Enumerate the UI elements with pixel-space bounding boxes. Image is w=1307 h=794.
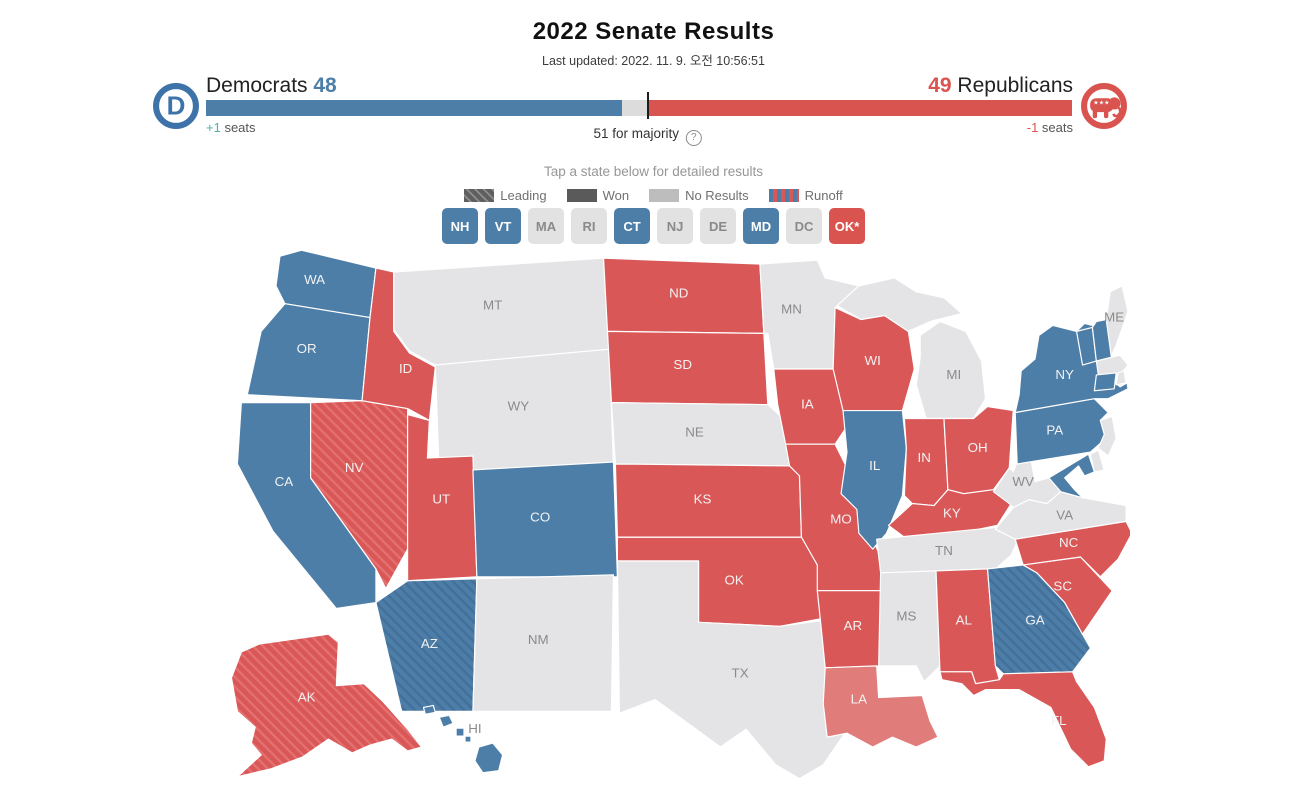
small-state-box-MD[interactable]: MD	[743, 208, 779, 244]
help-icon[interactable]: ?	[685, 130, 702, 146]
state-TX[interactable]	[616, 560, 880, 780]
dem-change-value: +1	[206, 120, 221, 135]
state-HI-island[interactable]	[422, 704, 436, 715]
legend-label: Runoff	[804, 188, 843, 203]
democrats-seat-count: 48	[313, 74, 337, 97]
small-state-box-RI[interactable]: RI	[571, 208, 607, 244]
legend-swatch-icon	[566, 189, 597, 202]
state-HI-island[interactable]	[464, 735, 472, 743]
state-HI-island[interactable]	[438, 714, 454, 728]
last-updated: Last updated: 2022. 11. 9. 오전 10:56:51	[542, 54, 765, 68]
small-state-box-VT[interactable]: VT	[485, 208, 521, 244]
state-DE[interactable]	[1089, 449, 1105, 473]
rep-bar-fill	[647, 100, 1072, 116]
state-MT[interactable]	[393, 257, 611, 366]
state-RI[interactable]	[1115, 370, 1127, 386]
state-OR[interactable]	[246, 303, 371, 402]
state-HI[interactable]	[474, 742, 504, 774]
state-MI-upper[interactable]	[836, 277, 963, 332]
small-state-box-OK[interactable]: OK*	[829, 208, 865, 244]
seat-bar: D Democrats 48 49 Republicans +1 seats -…	[150, 74, 1135, 148]
small-state-boxes: NH VT MA RI CT NJ DE MD DC OK*	[0, 208, 1307, 244]
state-AK[interactable]	[230, 633, 423, 778]
seat-progress-bar	[206, 100, 1072, 116]
democrats-logo-icon: D	[153, 83, 199, 129]
state-NE[interactable]	[610, 402, 795, 467]
state-CT[interactable]	[1093, 372, 1117, 392]
legend-swatch-icon	[649, 189, 680, 202]
small-state-box-CT[interactable]: CT	[614, 208, 650, 244]
state-MA[interactable]	[1095, 354, 1129, 376]
legend-swatch-icon	[768, 189, 799, 202]
state-AZ[interactable]	[375, 578, 478, 712]
rep-change-suffix: seats	[1038, 120, 1073, 135]
legend-label: Leading	[500, 188, 547, 203]
legend-item: Won	[566, 188, 630, 203]
majority-label-wrap: 51 for majority ?	[594, 126, 702, 146]
majority-label: 51 for majority	[593, 126, 680, 141]
state-ME[interactable]	[1105, 285, 1129, 357]
state-MI[interactable]	[915, 320, 987, 420]
dem-change-suffix: seats	[220, 120, 256, 135]
republicans-logo-stars: ★★★	[1093, 99, 1109, 106]
majority-tick	[646, 92, 649, 119]
republicans-logo-icon: ★★★	[1081, 83, 1127, 129]
small-state-box-NH[interactable]: NH	[442, 208, 478, 244]
republicans-seat-count: 49	[928, 74, 952, 97]
republicans-label: 49 Republicans	[928, 74, 1073, 98]
small-state-box-MA[interactable]: MA	[528, 208, 564, 244]
small-state-box-DE[interactable]: DE	[700, 208, 736, 244]
state-LA[interactable]	[822, 665, 939, 748]
legend-swatch-icon	[464, 189, 495, 202]
dem-change: +1 seats	[206, 120, 256, 135]
page-title: 2022 Senate Results	[532, 18, 775, 45]
state-KS[interactable]	[614, 463, 803, 538]
state-MS[interactable]	[878, 570, 941, 683]
map-hint: Tap a state below for detailed results	[543, 164, 764, 179]
state-CO[interactable]	[472, 461, 618, 578]
state-ND[interactable]	[602, 257, 765, 334]
undecided-bar-fill	[621, 100, 648, 116]
republicans-name: Republicans	[957, 74, 1073, 97]
legend-item: Runoff	[768, 188, 843, 203]
legend-item: Leading	[464, 188, 547, 203]
state-IN[interactable]	[903, 417, 949, 507]
small-state-box-DC[interactable]: DC	[786, 208, 822, 244]
state-FL[interactable]	[939, 671, 1107, 768]
state-label-HI: HI	[468, 721, 481, 736]
small-state-box-NJ[interactable]: NJ	[657, 208, 693, 244]
rep-change: -1 seats	[1027, 120, 1073, 135]
democrats-name: Democrats	[206, 74, 308, 97]
state-HI-island[interactable]	[455, 727, 465, 737]
state-TN[interactable]	[876, 526, 1020, 574]
legend-label: Won	[602, 188, 630, 203]
legend-item: No Results	[649, 188, 749, 203]
state-MD[interactable]	[1048, 453, 1095, 499]
democrats-logo-letter: D	[167, 91, 186, 121]
legend-label: No Results	[685, 188, 749, 203]
dem-bar-fill	[206, 100, 622, 116]
state-NM[interactable]	[472, 574, 615, 712]
state-SD[interactable]	[606, 330, 769, 406]
legend: Leading Won No Results Runoff	[0, 188, 1307, 203]
rep-change-value: -1	[1026, 120, 1039, 135]
state-NJ[interactable]	[1097, 415, 1117, 457]
state-NC[interactable]	[1014, 520, 1130, 578]
democrats-label: Democrats 48	[206, 74, 337, 98]
